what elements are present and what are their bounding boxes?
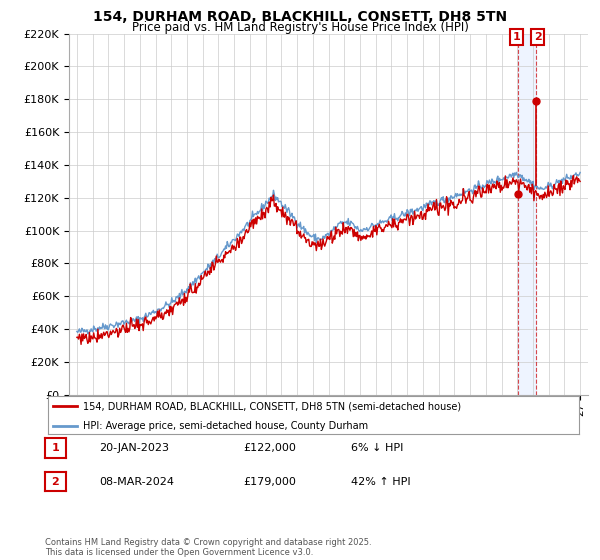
Text: 1: 1	[52, 443, 59, 453]
Text: 154, DURHAM ROAD, BLACKHILL, CONSETT, DH8 5TN (semi-detached house): 154, DURHAM ROAD, BLACKHILL, CONSETT, DH…	[83, 401, 461, 411]
Text: 2: 2	[52, 477, 59, 487]
Text: 20-JAN-2023: 20-JAN-2023	[99, 443, 169, 453]
Text: 1: 1	[512, 32, 520, 42]
Text: 2: 2	[533, 32, 541, 42]
Text: Price paid vs. HM Land Registry's House Price Index (HPI): Price paid vs. HM Land Registry's House …	[131, 21, 469, 34]
Text: 154, DURHAM ROAD, BLACKHILL, CONSETT, DH8 5TN: 154, DURHAM ROAD, BLACKHILL, CONSETT, DH…	[93, 10, 507, 24]
Text: £122,000: £122,000	[243, 443, 296, 453]
Bar	[518, 34, 536, 395]
Text: HPI: Average price, semi-detached house, County Durham: HPI: Average price, semi-detached house,…	[83, 421, 368, 431]
Text: £179,000: £179,000	[243, 477, 296, 487]
Text: Contains HM Land Registry data © Crown copyright and database right 2025.
This d: Contains HM Land Registry data © Crown c…	[45, 538, 371, 557]
Text: 08-MAR-2024: 08-MAR-2024	[99, 477, 174, 487]
Text: 6% ↓ HPI: 6% ↓ HPI	[351, 443, 403, 453]
Text: 42% ↑ HPI: 42% ↑ HPI	[351, 477, 410, 487]
